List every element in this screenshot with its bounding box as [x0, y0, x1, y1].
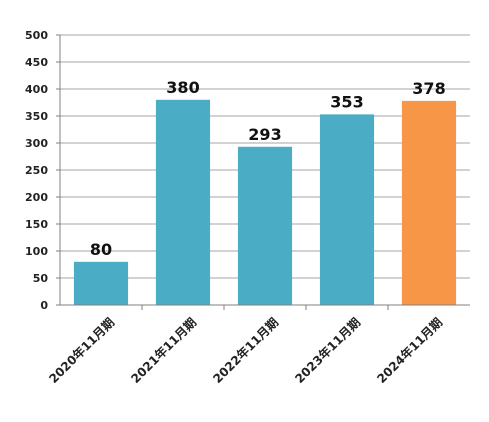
data-label-4: 353: [330, 92, 363, 111]
bar-4: [319, 114, 375, 305]
bar-1: [73, 261, 129, 305]
y-axis-ticks: 0 50 100 150 200 250 300 350 400 450 500: [25, 29, 60, 312]
bar-5: [401, 100, 457, 305]
x-tick-label-5: 2024年11月期: [374, 315, 445, 386]
y-tick-label: 350: [25, 110, 48, 123]
data-label-3: 293: [248, 125, 281, 144]
x-axis-ticks: 2020年11月期 2021年11月期 2022年11月期 2023年11月期 2024…: [46, 305, 445, 386]
y-tick-label: 100: [25, 245, 48, 258]
data-label-2: 380: [166, 78, 199, 97]
data-labels: 80 380 293 353 378: [90, 78, 446, 259]
bar-3: [237, 146, 293, 305]
data-label-5: 378: [412, 79, 445, 98]
y-tick-label: 400: [25, 83, 48, 96]
y-tick-label: 200: [25, 191, 48, 204]
y-tick-label: 300: [25, 137, 48, 150]
x-tick-label-4: 2023年11月期: [292, 315, 363, 386]
data-label-1: 80: [90, 240, 112, 259]
x-tick-label-1: 2020年11月期: [46, 315, 117, 386]
y-tick-label: 50: [33, 272, 49, 285]
bars: [73, 99, 457, 305]
y-tick-label: 0: [40, 299, 48, 312]
y-tick-label: 450: [25, 56, 48, 69]
y-tick-label: 150: [25, 218, 48, 231]
x-tick-label-3: 2022年11月期: [210, 315, 281, 386]
y-tick-label: 250: [25, 164, 48, 177]
bar-2: [155, 99, 211, 305]
y-tick-label: 500: [25, 29, 48, 42]
x-tick-label-2: 2021年11月期: [128, 315, 199, 386]
